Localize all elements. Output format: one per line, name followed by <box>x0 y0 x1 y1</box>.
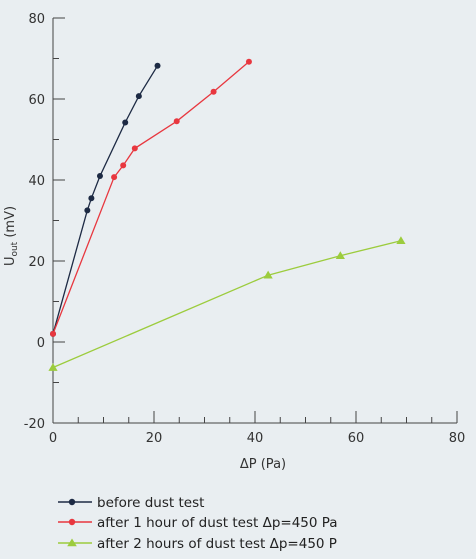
y-tick-label: 80 <box>28 12 45 27</box>
legend-entry: after 2 hours of dust test Δp=450 P <box>58 536 337 552</box>
y-tick-label: 60 <box>28 93 45 108</box>
y-axis-label-unit: (mV) <box>3 206 18 242</box>
data-point <box>50 330 56 337</box>
legend-entry: after 1 hour of dust test Δp=450 Pa <box>58 515 338 531</box>
legend-entry: before dust test <box>58 495 204 511</box>
data-point <box>135 93 142 100</box>
x-tick-label: 60 <box>348 431 365 446</box>
ticks: -20 0 20 40 60 80 0 20 40 60 80 <box>24 12 466 446</box>
data-point <box>88 195 95 202</box>
series-layer <box>48 58 406 371</box>
x-tick-label: 20 <box>146 431 163 446</box>
series-1 <box>50 62 161 337</box>
y-tick-label: 0 <box>37 336 45 351</box>
y-tick-label: 20 <box>28 255 45 270</box>
y-tick-label: -20 <box>24 417 45 432</box>
data-point <box>48 363 58 371</box>
data-point <box>96 172 103 179</box>
data-point <box>210 88 217 95</box>
data-point <box>245 58 252 65</box>
data-point <box>84 207 91 214</box>
legend-label: before dust test <box>97 495 204 511</box>
legend-swatch-marker <box>67 538 77 547</box>
data-point <box>120 162 127 169</box>
y-axis-label-main: U <box>3 257 18 267</box>
x-axis-label: ΔP (Pa) <box>240 457 286 472</box>
x-tick-label: 0 <box>49 431 57 446</box>
data-point <box>131 145 138 152</box>
x-tick-label: 80 <box>449 431 466 446</box>
data-point <box>173 118 180 125</box>
legend-swatch-marker <box>68 498 76 506</box>
axes <box>52 18 457 424</box>
legend: before dust test after 1 hour of dust te… <box>58 495 338 552</box>
y-tick-label: 40 <box>28 174 45 189</box>
x-tick-label: 40 <box>247 431 264 446</box>
legend-swatch-marker <box>68 518 76 526</box>
legend-label: after 1 hour of dust test Δp=450 Pa <box>97 515 338 531</box>
data-point <box>154 62 161 69</box>
data-point <box>396 236 406 245</box>
legend-label: after 2 hours of dust test Δp=450 P <box>97 536 337 552</box>
data-point <box>111 174 118 181</box>
series-2 <box>50 58 252 337</box>
y-axis-label: Uout (mV) <box>3 206 20 266</box>
data-point <box>122 119 129 126</box>
data-point <box>263 270 273 279</box>
series-line <box>52 61 250 335</box>
series-line <box>52 240 402 369</box>
data-point <box>335 251 345 260</box>
y-axis-label-sub: out <box>10 241 20 256</box>
series-3 <box>48 236 406 371</box>
